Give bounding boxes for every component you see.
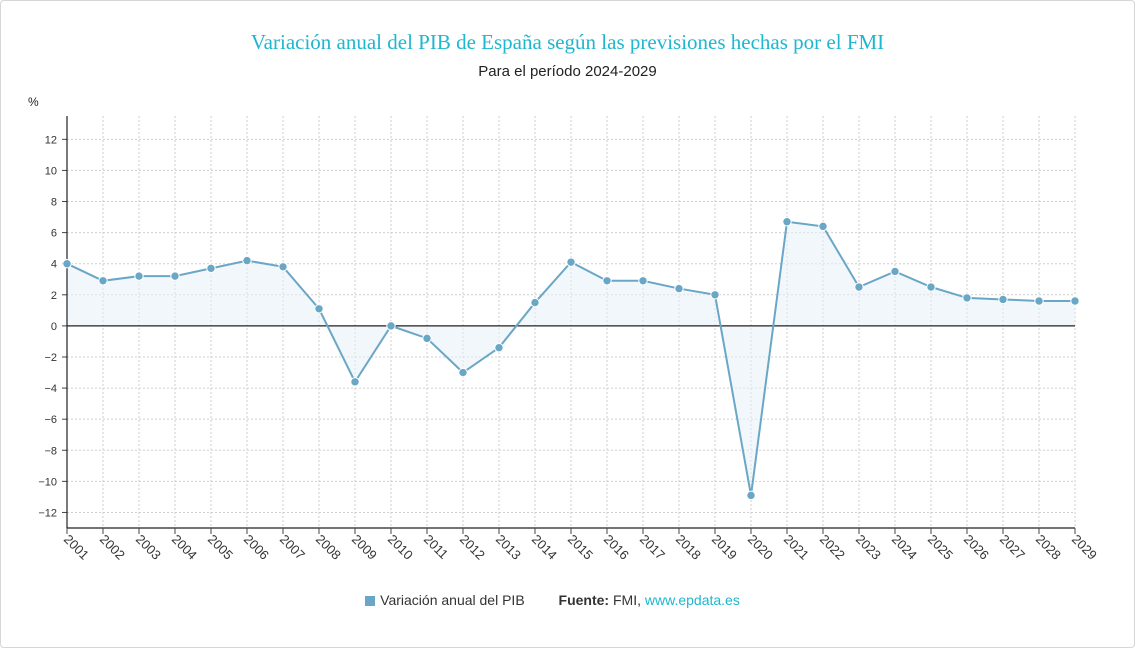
chart-subtitle: Para el período 2024-2029 <box>478 63 657 80</box>
data-point[interactable] <box>638 276 648 286</box>
x-tick-label: 2024 <box>889 532 920 563</box>
y-tick-label: 8 <box>51 197 57 209</box>
x-tick-label: 2009 <box>349 532 380 563</box>
source-link[interactable]: www.epdata.es <box>644 592 740 608</box>
x-tick-label: 2008 <box>313 532 344 563</box>
x-tick-label: 2015 <box>565 532 596 563</box>
legend-series-label: Variación anual del PIB <box>380 592 525 608</box>
data-point[interactable] <box>674 283 684 294</box>
x-tick-label: 2022 <box>817 532 848 563</box>
data-point[interactable] <box>962 293 972 303</box>
data-point[interactable] <box>926 282 936 292</box>
x-tick-label: 2011 <box>421 532 451 562</box>
legend: Variación anual del PIB Fuente: FMI, www… <box>0 592 1135 608</box>
data-point[interactable] <box>710 290 720 300</box>
x-tick-label: 2010 <box>385 532 416 563</box>
source-name: FMI, <box>613 592 641 608</box>
y-axis-label: % <box>28 95 39 109</box>
chart-title: Variación anual del PIB de España según … <box>250 30 885 54</box>
x-tick-label: 2017 <box>637 532 668 563</box>
data-point[interactable] <box>62 258 72 269</box>
x-tick-label: 2013 <box>493 532 524 563</box>
y-tick-label: 10 <box>45 165 57 177</box>
data-point[interactable] <box>530 297 540 308</box>
data-point[interactable] <box>1034 296 1044 306</box>
data-point[interactable] <box>422 333 432 344</box>
data-point[interactable] <box>242 255 252 266</box>
y-tick-label: 4 <box>51 259 57 271</box>
y-tick-label: −4 <box>44 383 57 395</box>
legend-item-series[interactable]: Variación anual del PIB <box>365 592 525 608</box>
x-tick-label: 2005 <box>205 532 236 563</box>
x-tick-label: 2012 <box>457 532 488 563</box>
data-point[interactable] <box>890 266 900 277</box>
data-point[interactable] <box>170 271 180 281</box>
y-tick-label: 6 <box>51 228 57 240</box>
data-point[interactable] <box>494 342 504 353</box>
data-point[interactable] <box>566 257 576 267</box>
x-tick-label: 2003 <box>133 532 164 563</box>
data-point[interactable] <box>854 282 864 292</box>
data-point[interactable] <box>386 321 396 331</box>
legend-swatch <box>365 596 376 606</box>
data-point[interactable] <box>278 262 288 272</box>
data-point[interactable] <box>602 276 612 286</box>
x-tick-label: 2021 <box>781 532 812 563</box>
y-tick-label: −6 <box>44 414 57 426</box>
legend-source: Fuente: FMI, www.epdata.es <box>559 592 740 608</box>
y-tick-label: −12 <box>38 507 57 519</box>
x-tick-label: 2001 <box>61 532 92 563</box>
y-tick-label: 2 <box>51 290 57 302</box>
source-label: Fuente: <box>558 592 610 608</box>
x-tick-label: 2006 <box>241 532 272 563</box>
x-tick-label: 2019 <box>709 532 740 563</box>
x-tick-label: 2026 <box>961 532 992 563</box>
data-point[interactable] <box>782 217 792 227</box>
x-tick-label: 2014 <box>529 532 560 563</box>
x-tick-label: 2016 <box>601 532 632 563</box>
x-tick-label: 2007 <box>277 532 308 563</box>
data-point[interactable] <box>818 221 828 232</box>
y-tick-label: 12 <box>45 134 57 146</box>
x-tick-label: 2002 <box>97 532 128 563</box>
x-tick-label: 2018 <box>673 532 704 563</box>
data-point[interactable] <box>458 367 468 378</box>
y-tick-label: 0 <box>51 321 57 333</box>
y-tick-label: −8 <box>44 445 57 457</box>
data-point[interactable] <box>134 271 144 281</box>
data-point[interactable] <box>314 304 324 314</box>
x-tick-label: 2029 <box>1069 532 1100 563</box>
data-point[interactable] <box>98 276 108 286</box>
y-tick-label: −2 <box>44 352 57 364</box>
x-tick-label: 2025 <box>925 532 956 563</box>
x-tick-label: 2020 <box>745 532 776 563</box>
data-point[interactable] <box>350 377 360 387</box>
x-tick-label: 2004 <box>169 532 200 563</box>
x-tick-label: 2028 <box>1033 532 1064 563</box>
data-point[interactable] <box>1070 296 1080 306</box>
data-point[interactable] <box>998 294 1008 305</box>
series-area <box>67 221 1075 496</box>
data-point[interactable] <box>746 490 756 501</box>
x-tick-label: 2027 <box>997 532 1028 563</box>
data-point[interactable] <box>206 263 216 274</box>
x-tick-label: 2023 <box>853 532 884 563</box>
y-tick-label: −10 <box>38 476 57 488</box>
